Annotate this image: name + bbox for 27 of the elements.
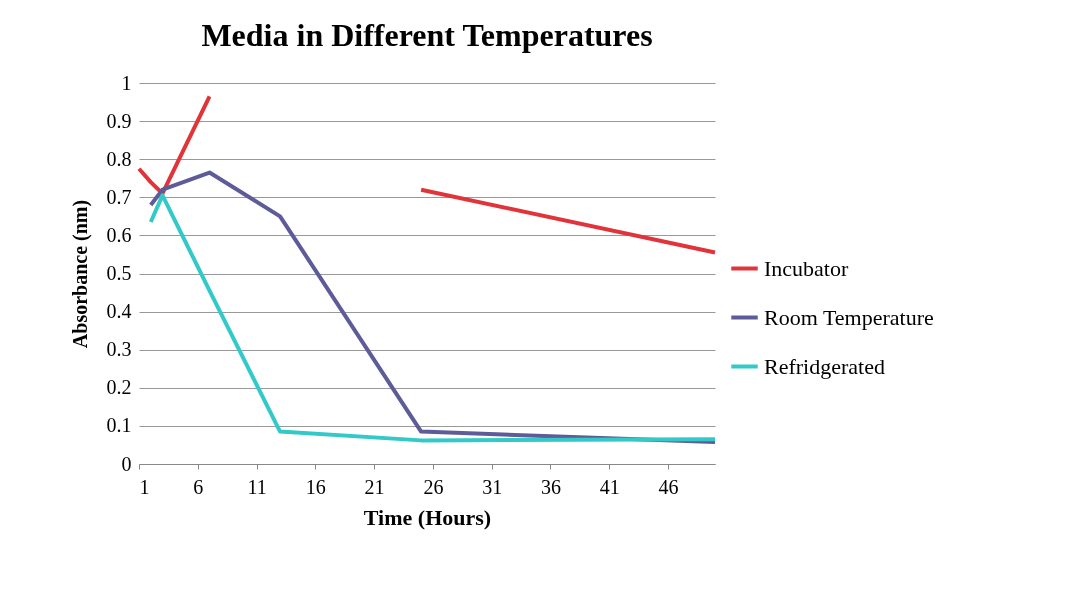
y-tick-label: 0.7	[106, 185, 132, 208]
legend-label: Incubator	[764, 255, 849, 281]
y-tick-label: 0.9	[106, 109, 132, 132]
x-tick-label: 6	[193, 475, 204, 498]
x-tick-label: 1	[139, 475, 150, 498]
x-tick-label: 46	[658, 475, 679, 498]
y-tick-label: 0	[121, 452, 132, 475]
x-axis-title: Time (Hours)	[363, 504, 492, 530]
x-tick-label: 26	[423, 475, 444, 498]
y-axis-title: Absorbance (nm)	[68, 199, 92, 349]
y-tick-label: 0.5	[106, 262, 132, 284]
y-tick-label: 0.6	[106, 223, 132, 246]
y-tick-label: 1	[121, 71, 132, 94]
legend-label: Refridgerated	[764, 353, 885, 379]
x-tick-label: 11	[247, 475, 267, 498]
y-tick-label: 0.2	[106, 376, 132, 399]
x-tick-label: 31	[482, 475, 503, 498]
y-tick-label: 0.1	[106, 414, 132, 437]
y-tick-label: 0.8	[106, 147, 132, 170]
legend-label: Room Temperature	[764, 304, 934, 330]
y-tick-label: 0.4	[106, 300, 132, 323]
x-tick-label: 16	[305, 475, 326, 498]
chart-title: Media in Different Temperatures	[201, 17, 653, 53]
x-tick-label: 41	[599, 475, 620, 498]
x-tick-label: 36	[540, 475, 561, 498]
x-tick-label: 21	[364, 475, 385, 498]
y-tick-label: 0.3	[106, 338, 132, 361]
